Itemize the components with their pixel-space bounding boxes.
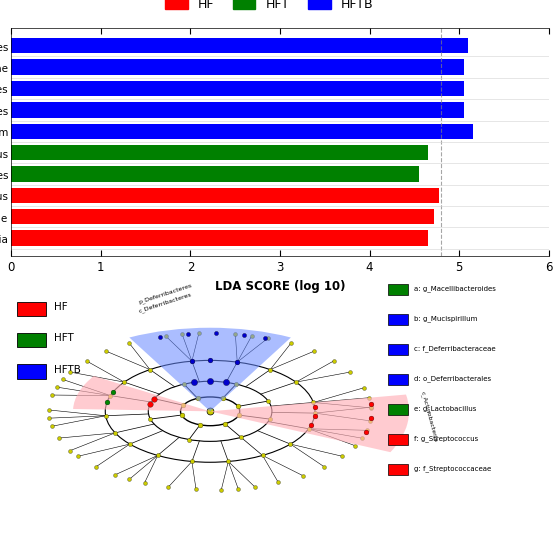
Text: e: g_Lactobacillus: e: g_Lactobacillus: [414, 405, 477, 412]
Text: f: g_Streptococcus: f: g_Streptococcus: [414, 435, 479, 442]
Text: a: g_Macellibacteroides: a: g_Macellibacteroides: [414, 285, 496, 292]
FancyBboxPatch shape: [388, 434, 408, 445]
Bar: [11, 209, 434, 225]
FancyBboxPatch shape: [17, 333, 46, 347]
Text: p_Deferribacteres: p_Deferribacteres: [138, 282, 193, 305]
Text: d: o_Deferribacterales: d: o_Deferribacterales: [414, 375, 492, 382]
FancyBboxPatch shape: [388, 465, 408, 476]
Legend: HF, HFT, HFTB: HF, HFT, HFTB: [160, 0, 379, 15]
Text: c_Deferribacteres: c_Deferribacteres: [138, 291, 193, 314]
Bar: [11, 38, 468, 54]
FancyBboxPatch shape: [388, 344, 408, 355]
FancyBboxPatch shape: [17, 364, 46, 379]
Bar: [11, 81, 464, 96]
FancyBboxPatch shape: [388, 314, 408, 325]
Bar: [11, 59, 464, 75]
Bar: [11, 102, 464, 118]
X-axis label: LDA SCORE (log 10): LDA SCORE (log 10): [214, 280, 346, 293]
Text: g: f_Streptococcaceae: g: f_Streptococcaceae: [414, 466, 492, 472]
FancyBboxPatch shape: [388, 374, 408, 385]
Wedge shape: [129, 328, 291, 411]
Bar: [11, 123, 473, 139]
FancyBboxPatch shape: [17, 301, 46, 316]
Text: c: f_Deferribacteraceae: c: f_Deferribacteraceae: [414, 345, 496, 352]
FancyBboxPatch shape: [388, 404, 408, 415]
Bar: [11, 166, 419, 182]
Text: b: g_Mucispirillum: b: g_Mucispirillum: [414, 315, 478, 322]
Text: c_Actinobacteria: c_Actinobacteria: [420, 390, 439, 442]
Text: HFTB: HFTB: [54, 364, 81, 374]
Bar: [11, 145, 428, 160]
Bar: [11, 231, 428, 246]
Text: HF: HF: [54, 302, 68, 312]
Wedge shape: [73, 376, 210, 411]
Bar: [11, 187, 440, 203]
FancyBboxPatch shape: [388, 284, 408, 295]
Wedge shape: [210, 394, 409, 452]
Text: HFT: HFT: [54, 333, 74, 343]
